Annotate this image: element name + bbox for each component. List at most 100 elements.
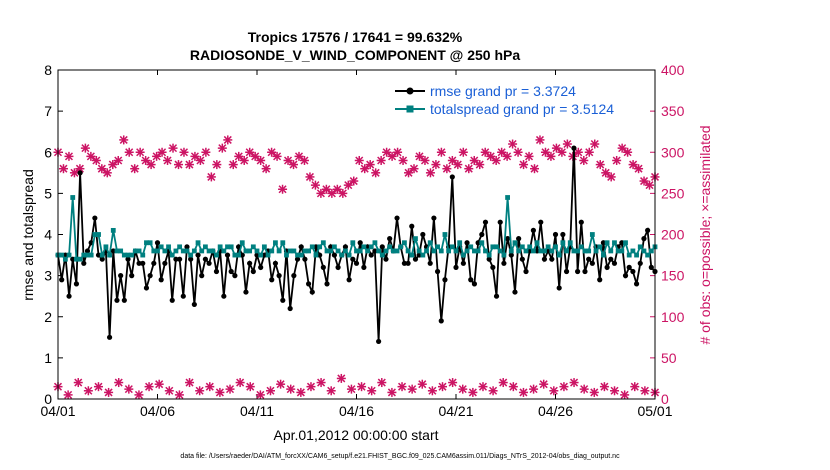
spread-point bbox=[236, 252, 241, 258]
obs-low-assimilated-marker bbox=[154, 379, 164, 389]
obs-assimilated-marker bbox=[508, 139, 518, 149]
rmse-point bbox=[173, 256, 179, 262]
spread-point bbox=[405, 248, 411, 254]
rmse-point bbox=[401, 260, 408, 266]
obs-low-assimilated-marker bbox=[539, 379, 549, 389]
spread-point bbox=[571, 248, 577, 254]
rmse-point bbox=[409, 223, 415, 229]
spread-point bbox=[567, 240, 573, 246]
rmse-point bbox=[512, 289, 518, 295]
spread-point bbox=[217, 244, 223, 250]
spread-point bbox=[162, 248, 168, 254]
rmse-point bbox=[287, 305, 293, 312]
y-left-tick-label: 0 bbox=[44, 391, 52, 407]
obs-assimilated-marker bbox=[80, 143, 90, 153]
obs-assimilated-marker bbox=[179, 147, 189, 157]
obs-assimilated-marker bbox=[573, 147, 583, 157]
obs-assimilated-marker bbox=[513, 147, 523, 157]
spread-point bbox=[376, 248, 382, 254]
obs-assimilated-marker bbox=[530, 164, 540, 174]
spread-point bbox=[121, 252, 127, 258]
obs-assimilated-marker bbox=[327, 188, 337, 198]
spread-point bbox=[372, 240, 378, 246]
rmse-point bbox=[309, 289, 315, 295]
obs-low-assimilated-marker bbox=[245, 382, 255, 392]
obs-low-assimilated-marker bbox=[316, 378, 326, 388]
rmse-point bbox=[84, 248, 91, 254]
rmse-point bbox=[305, 281, 312, 287]
spread-point bbox=[247, 248, 253, 254]
spread-point bbox=[188, 252, 194, 258]
rmse-point bbox=[508, 252, 514, 258]
obs-assimilated-marker bbox=[184, 160, 194, 170]
spread-point bbox=[343, 248, 348, 254]
obs-assimilated-marker bbox=[228, 160, 238, 170]
spread-point bbox=[409, 252, 415, 258]
rmse-point bbox=[648, 264, 654, 270]
spread-point bbox=[328, 248, 334, 254]
obs-assimilated-marker bbox=[69, 168, 79, 178]
spread-point bbox=[265, 252, 271, 258]
rmse-point bbox=[162, 260, 168, 266]
spread-point bbox=[575, 248, 581, 254]
obs-assimilated-marker bbox=[157, 147, 167, 157]
obs-assimilated-marker bbox=[201, 147, 211, 157]
rmse-point bbox=[387, 236, 393, 242]
rmse-point bbox=[482, 219, 489, 225]
obs-assimilated-marker bbox=[480, 147, 490, 157]
x-tick-label: 04/21 bbox=[438, 403, 473, 419]
obs-assimilated-marker bbox=[163, 155, 173, 165]
obs-assimilated-marker bbox=[458, 147, 468, 157]
obs-low-assimilated-marker bbox=[599, 382, 609, 392]
obs-assimilated-marker bbox=[256, 155, 266, 165]
spread-point bbox=[206, 248, 212, 254]
obs-assimilated-marker bbox=[420, 155, 430, 165]
spread-point bbox=[508, 248, 514, 254]
rmse-point bbox=[622, 273, 629, 279]
y-right-tick-label: 0 bbox=[661, 391, 669, 407]
obs-low-assimilated-marker bbox=[174, 390, 184, 400]
spread-point bbox=[497, 248, 503, 254]
obs-assimilated-marker bbox=[409, 164, 419, 174]
rmse-point bbox=[637, 260, 643, 266]
rmse-point bbox=[486, 256, 492, 262]
spread-point bbox=[553, 244, 558, 250]
spread-point bbox=[339, 252, 345, 258]
obs-low-assimilated-marker bbox=[579, 384, 589, 394]
obs-assimilated-marker bbox=[365, 160, 375, 170]
spread-point bbox=[464, 248, 470, 254]
obs-low-assimilated-marker bbox=[255, 390, 265, 400]
obs-assimilated-marker bbox=[58, 164, 68, 174]
spread-point bbox=[66, 252, 72, 258]
obs-low-assimilated-marker bbox=[205, 382, 215, 392]
obs-assimilated-marker bbox=[562, 139, 572, 149]
obs-assimilated-marker bbox=[519, 160, 529, 170]
rmse-point bbox=[99, 256, 105, 262]
obs-low-assimilated-marker bbox=[114, 378, 124, 388]
spread-point bbox=[195, 240, 201, 246]
obs-assimilated-marker bbox=[387, 151, 397, 161]
rmse-point bbox=[247, 260, 253, 266]
spread-point bbox=[254, 248, 260, 254]
rmse-point bbox=[586, 256, 592, 262]
spread-point bbox=[313, 252, 319, 258]
rmse-point bbox=[464, 240, 470, 246]
spread-point bbox=[103, 244, 109, 250]
spread-point bbox=[501, 252, 507, 258]
obs-low-assimilated-marker bbox=[488, 386, 498, 396]
spread-point bbox=[85, 252, 90, 258]
obs-assimilated-marker bbox=[299, 155, 309, 165]
spread-point bbox=[110, 227, 116, 233]
spread-point bbox=[586, 248, 592, 254]
y-right-tick-label: 400 bbox=[661, 62, 685, 78]
rmse-point bbox=[243, 289, 249, 295]
obs-assimilated-marker bbox=[173, 160, 183, 170]
obs-assimilated-marker bbox=[546, 151, 556, 161]
spread-point bbox=[335, 248, 341, 254]
spread-point bbox=[243, 248, 249, 254]
obs-assimilated-marker bbox=[86, 151, 96, 161]
spread-point bbox=[608, 248, 614, 254]
rmse-point bbox=[280, 297, 286, 303]
spread-point bbox=[81, 252, 87, 258]
obs-assimilated-marker bbox=[354, 155, 364, 165]
